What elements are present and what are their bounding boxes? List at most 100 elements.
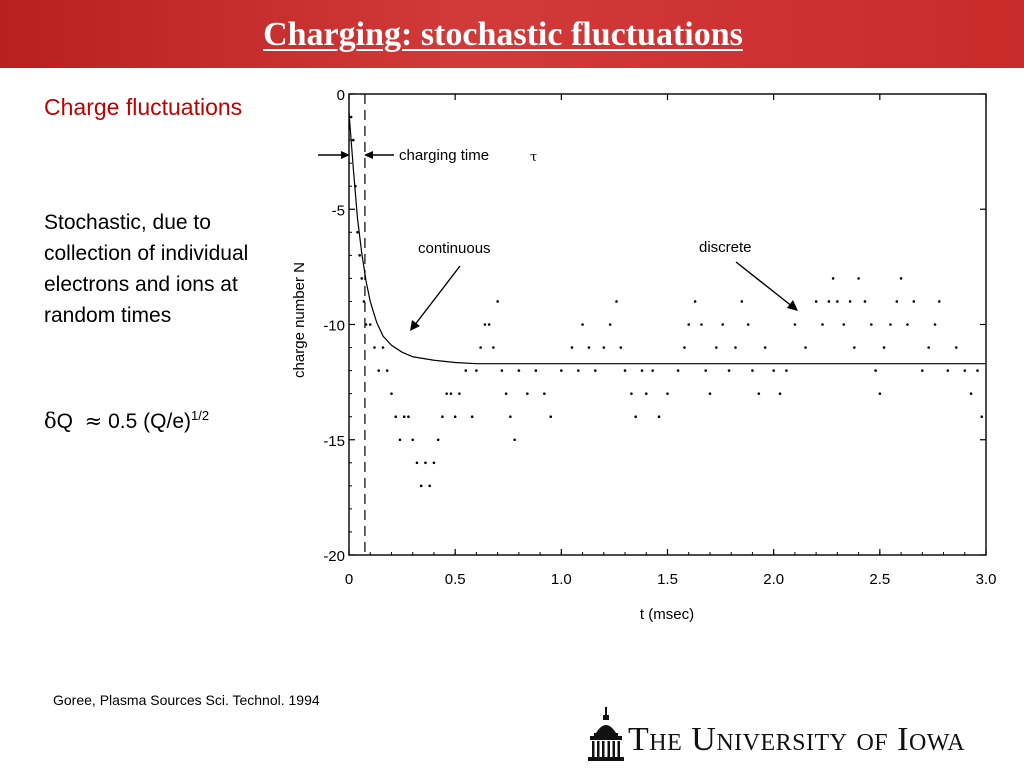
discrete-point: [882, 346, 886, 349]
formula-q: Q: [56, 410, 73, 433]
discrete-point: [630, 392, 633, 395]
section-heading: Charge fluctuations: [44, 94, 243, 120]
discrete-point: [424, 461, 427, 465]
discrete-point: [362, 300, 366, 303]
y-tick-label: 0: [337, 87, 345, 104]
discrete-point: [927, 346, 930, 349]
discrete-point: [842, 323, 846, 326]
discrete-point: [946, 369, 950, 372]
discrete-point: [445, 392, 448, 395]
discrete-point: [587, 346, 591, 349]
discrete-point: [492, 346, 495, 349]
y-axis-label: charge number N: [291, 262, 308, 378]
approx-symbol: ≈: [84, 409, 103, 433]
continuous-arrowhead: [410, 320, 420, 331]
discrete-point: [772, 369, 775, 372]
discrete-point: [549, 415, 553, 419]
discrete-points: [349, 115, 984, 488]
discrete-point: [368, 323, 372, 326]
discrete-point: [921, 369, 924, 372]
tau-label: τ: [530, 150, 537, 165]
discrete-point: [436, 438, 440, 442]
axis-ticks: [348, 93, 987, 556]
discrete-point: [381, 346, 385, 349]
discrete-point: [715, 346, 718, 349]
x-axis-label: t (msec): [640, 606, 694, 623]
discrete-point: [526, 392, 529, 395]
discrete-point: [419, 484, 423, 488]
discrete-point: [804, 346, 807, 349]
discrete-point: [475, 369, 478, 372]
title-bar: Charging: stochastic fluctuations: [0, 0, 1024, 68]
discrete-point: [853, 346, 856, 349]
discrete-point: [385, 369, 389, 372]
discrete-point: [453, 415, 457, 419]
x-tick-label: 1.5: [657, 571, 678, 588]
discrete-point: [513, 438, 516, 442]
discrete-point: [708, 392, 712, 395]
discrete-point: [640, 369, 644, 372]
discrete-point: [373, 346, 376, 349]
discrete-point: [746, 323, 750, 326]
discrete-point: [623, 369, 627, 372]
discrete-point: [969, 392, 973, 395]
discrete-point: [577, 369, 580, 372]
discrete-point: [360, 277, 364, 280]
discrete-point: [351, 138, 355, 142]
x-tick-labels: 0 0.5 1.0 1.5 2.0 2.5 3.0: [345, 571, 997, 588]
discrete-point: [683, 346, 686, 349]
slide-title: Charging: stochastic fluctuations: [263, 16, 743, 53]
continuous-curve: [348, 112, 986, 365]
discrete-point: [509, 415, 512, 419]
discrete-point: [676, 369, 680, 372]
discrete-point: [963, 369, 967, 372]
discrete-point: [740, 300, 744, 303]
discrete-point: [721, 323, 725, 326]
body-text: Stochastic, due to collection of individ…: [44, 211, 249, 327]
discrete-point: [687, 323, 691, 326]
discrete-arrow: [735, 261, 794, 308]
discrete-point: [354, 184, 357, 188]
discrete-point: [980, 415, 984, 419]
discrete-point: [700, 323, 703, 326]
discrete-point: [863, 300, 867, 303]
discrete-point: [464, 369, 468, 372]
x-tick-label: 1.0: [551, 571, 572, 588]
discrete-point: [954, 346, 958, 349]
discrete-point: [407, 415, 410, 419]
discrete-point: [496, 300, 499, 303]
discrete-point: [390, 392, 393, 395]
discrete-point: [763, 346, 767, 349]
discrete-point: [402, 415, 406, 419]
discrete-point: [827, 300, 831, 303]
charging-time-arrowhead-right: [364, 151, 373, 159]
y-tick-label: -15: [323, 433, 345, 450]
discrete-point: [377, 369, 381, 372]
discrete-point: [757, 392, 761, 395]
discrete-point: [441, 415, 444, 419]
discrete-point: [517, 369, 521, 372]
discrete-point: [487, 323, 491, 326]
discrete-point: [751, 369, 754, 372]
x-tick-label: 2.5: [869, 571, 890, 588]
x-tick-label: 3.0: [976, 571, 997, 588]
discrete-point: [449, 392, 453, 395]
discrete-point: [912, 300, 916, 303]
discrete-arrowhead: [787, 300, 798, 311]
discrete-point: [602, 346, 606, 349]
discrete-point: [870, 323, 873, 326]
delta-symbol: δ: [44, 409, 57, 433]
discrete-point: [504, 392, 508, 395]
discrete-point: [415, 461, 419, 465]
charging-time-arrowhead-left: [341, 151, 350, 159]
discrete-point: [470, 415, 474, 419]
discrete-point: [704, 369, 708, 372]
discrete-point: [594, 369, 597, 372]
discrete-point: [500, 369, 504, 372]
y-tick-label: -5: [332, 202, 345, 219]
continuous-label: continuous: [418, 240, 491, 257]
formula-exponent: 1/2: [191, 408, 210, 423]
discrete-point: [634, 415, 637, 419]
discrete-point: [534, 369, 538, 372]
